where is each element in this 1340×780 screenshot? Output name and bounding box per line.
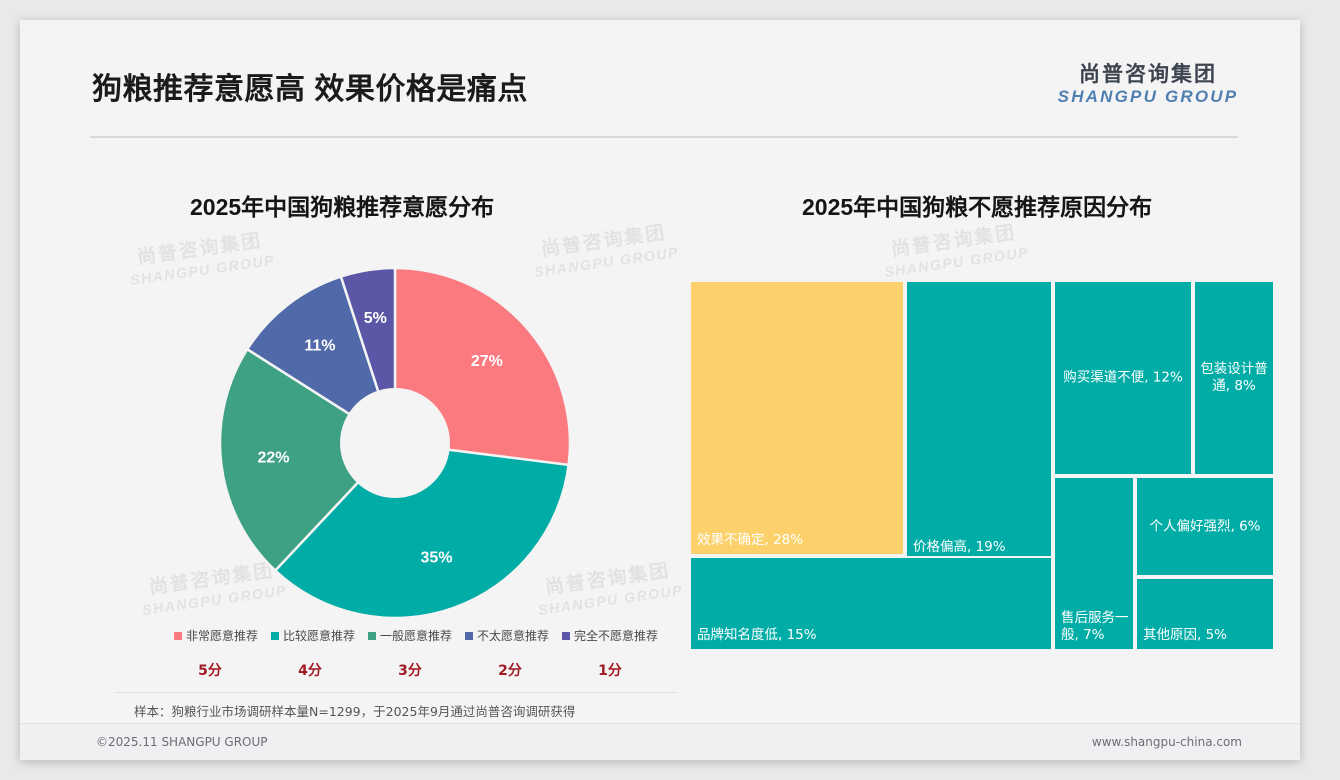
header-divider — [90, 136, 1238, 138]
legend-item[interactable]: 一般愿意推荐 — [367, 627, 452, 644]
treemap-cell-label: 购买渠道不便, 12% — [1063, 369, 1183, 386]
page-title: 狗粮推荐意愿高 效果价格是痛点 — [92, 73, 528, 106]
treemap-cell[interactable]: 包装设计普通, 8% — [1193, 280, 1275, 476]
donut-slice-label: 22% — [257, 450, 289, 467]
treemap-cell[interactable]: 购买渠道不便, 12% — [1053, 280, 1193, 476]
treemap-cell-label: 包装设计普通, 8% — [1200, 361, 1268, 394]
watermark-cn: 尚普咨询集团 — [889, 221, 1018, 261]
watermark-cn: 尚普咨询集团 — [539, 221, 668, 261]
donut-slice-label: 5% — [364, 310, 387, 327]
watermark: 尚普咨询集团 SHANGPU GROUP — [880, 220, 1030, 281]
legend-item[interactable]: 完全不愿意推荐 — [562, 627, 658, 644]
treemap-cell[interactable]: 价格偏高, 19% — [905, 280, 1053, 563]
donut-chart: 27% 35% 22% 11% 5% — [220, 268, 570, 618]
donut-chart-title: 2025年中国狗粮推荐意愿分布 — [190, 194, 495, 220]
watermark-cn: 尚普咨询集团 — [135, 229, 264, 269]
treemap-cell-label: 价格偏高, 19% — [913, 539, 1006, 556]
legend-item-label: 不太愿意推荐 — [477, 629, 550, 643]
score-label: 1分 — [598, 663, 622, 679]
treemap-cell[interactable]: 效果不确定, 28% — [689, 280, 905, 556]
brand-logo: 尚普咨询集团 SHANGPU GROUP — [1054, 62, 1242, 108]
treemap-chart-title: 2025年中国狗粮不愿推荐原因分布 — [802, 194, 1153, 220]
legend-item[interactable]: 不太愿意推荐 — [465, 627, 549, 644]
score-axis: 5分 4分 3分 2分 1分 — [170, 660, 650, 680]
treemap-cell-label: 其他原因, 5% — [1143, 627, 1227, 644]
treemap-cell-label: 售后服务一般, 7% — [1061, 610, 1129, 644]
slide-canvas: 尚普咨询集团 SHANGPU GROUP 尚普咨询集团 SHANGPU GROU… — [20, 20, 1300, 760]
score-label: 3分 — [398, 663, 422, 679]
footnote-divider — [116, 692, 676, 693]
slide-header: 狗粮推荐意愿高 效果价格是痛点 尚普咨询集团 SHANGPU GROUP — [20, 20, 1300, 138]
legend-swatch-icon — [173, 631, 182, 640]
donut-legend: 非常愿意推荐 比较愿意推荐 一般愿意推荐 不太愿意推荐 完全不愿意推荐 — [146, 627, 686, 644]
legend-item-label: 完全不愿意推荐 — [574, 629, 659, 643]
donut-slice-label: 35% — [420, 549, 452, 566]
donut-slice-label: 11% — [304, 337, 335, 354]
watermark-en: SHANGPU GROUP — [883, 243, 1030, 280]
legend-item-label: 非常愿意推荐 — [185, 629, 258, 643]
website-link[interactable]: www.shangpu-china.com — [1091, 735, 1242, 749]
legend-item-label: 比较愿意推荐 — [282, 629, 355, 643]
donut-slice[interactable] — [220, 347, 397, 573]
legend-swatch-icon — [367, 631, 376, 640]
legend-item[interactable]: 非常愿意推荐 — [173, 627, 258, 644]
legend-item-label: 一般愿意推荐 — [379, 629, 452, 643]
donut-slice[interactable] — [273, 441, 570, 618]
treemap-cell-label: 品牌知名度低, 15% — [697, 627, 817, 644]
legend-swatch-icon — [562, 631, 571, 640]
treemap-chart: 效果不确定, 28% 价格偏高, 19% 品牌知名度低, 15% 购买渠道不便, 12… — [689, 280, 1275, 651]
score-label: 4分 — [298, 663, 322, 679]
donut-hole — [340, 388, 450, 498]
score-label: 2分 — [498, 663, 522, 679]
donut-chart-svg: 27% 35% 22% 11% 5% — [220, 268, 570, 618]
legend-swatch-icon — [465, 631, 473, 640]
treemap-cell[interactable]: 品牌知名度低, 15% — [689, 556, 1053, 651]
legend-item[interactable]: 比较愿意推荐 — [270, 627, 355, 644]
slide-footer: ©2025.11 SHANGPU GROUP www.shangpu-china… — [20, 723, 1300, 760]
treemap-cell[interactable]: 个人偏好强烈, 6% — [1135, 476, 1275, 577]
treemap-cell[interactable]: 其他原因, 5% — [1135, 577, 1275, 651]
footnote-text: 样本：狗粮行业市场调研样本量N=1299，于2025年9月通过尚普咨询调研获得 — [134, 704, 576, 719]
copyright-text: ©2025.11 SHANGPU GROUP — [96, 735, 268, 749]
score-label: 5分 — [198, 663, 222, 679]
legend-swatch-icon — [270, 631, 279, 640]
treemap-cell[interactable]: 售后服务一般, 7% — [1053, 476, 1135, 651]
donut-slice[interactable] — [245, 274, 398, 446]
logo-english-text: SHANGPU GROUP — [1057, 87, 1239, 107]
logo-chinese-text: 尚普咨询集团 — [1079, 62, 1217, 86]
donut-slice-label: 27% — [471, 353, 503, 370]
treemap-cell-label: 个人偏好强烈, 6% — [1149, 518, 1261, 535]
treemap-cell-label: 效果不确定, 28% — [697, 532, 804, 549]
